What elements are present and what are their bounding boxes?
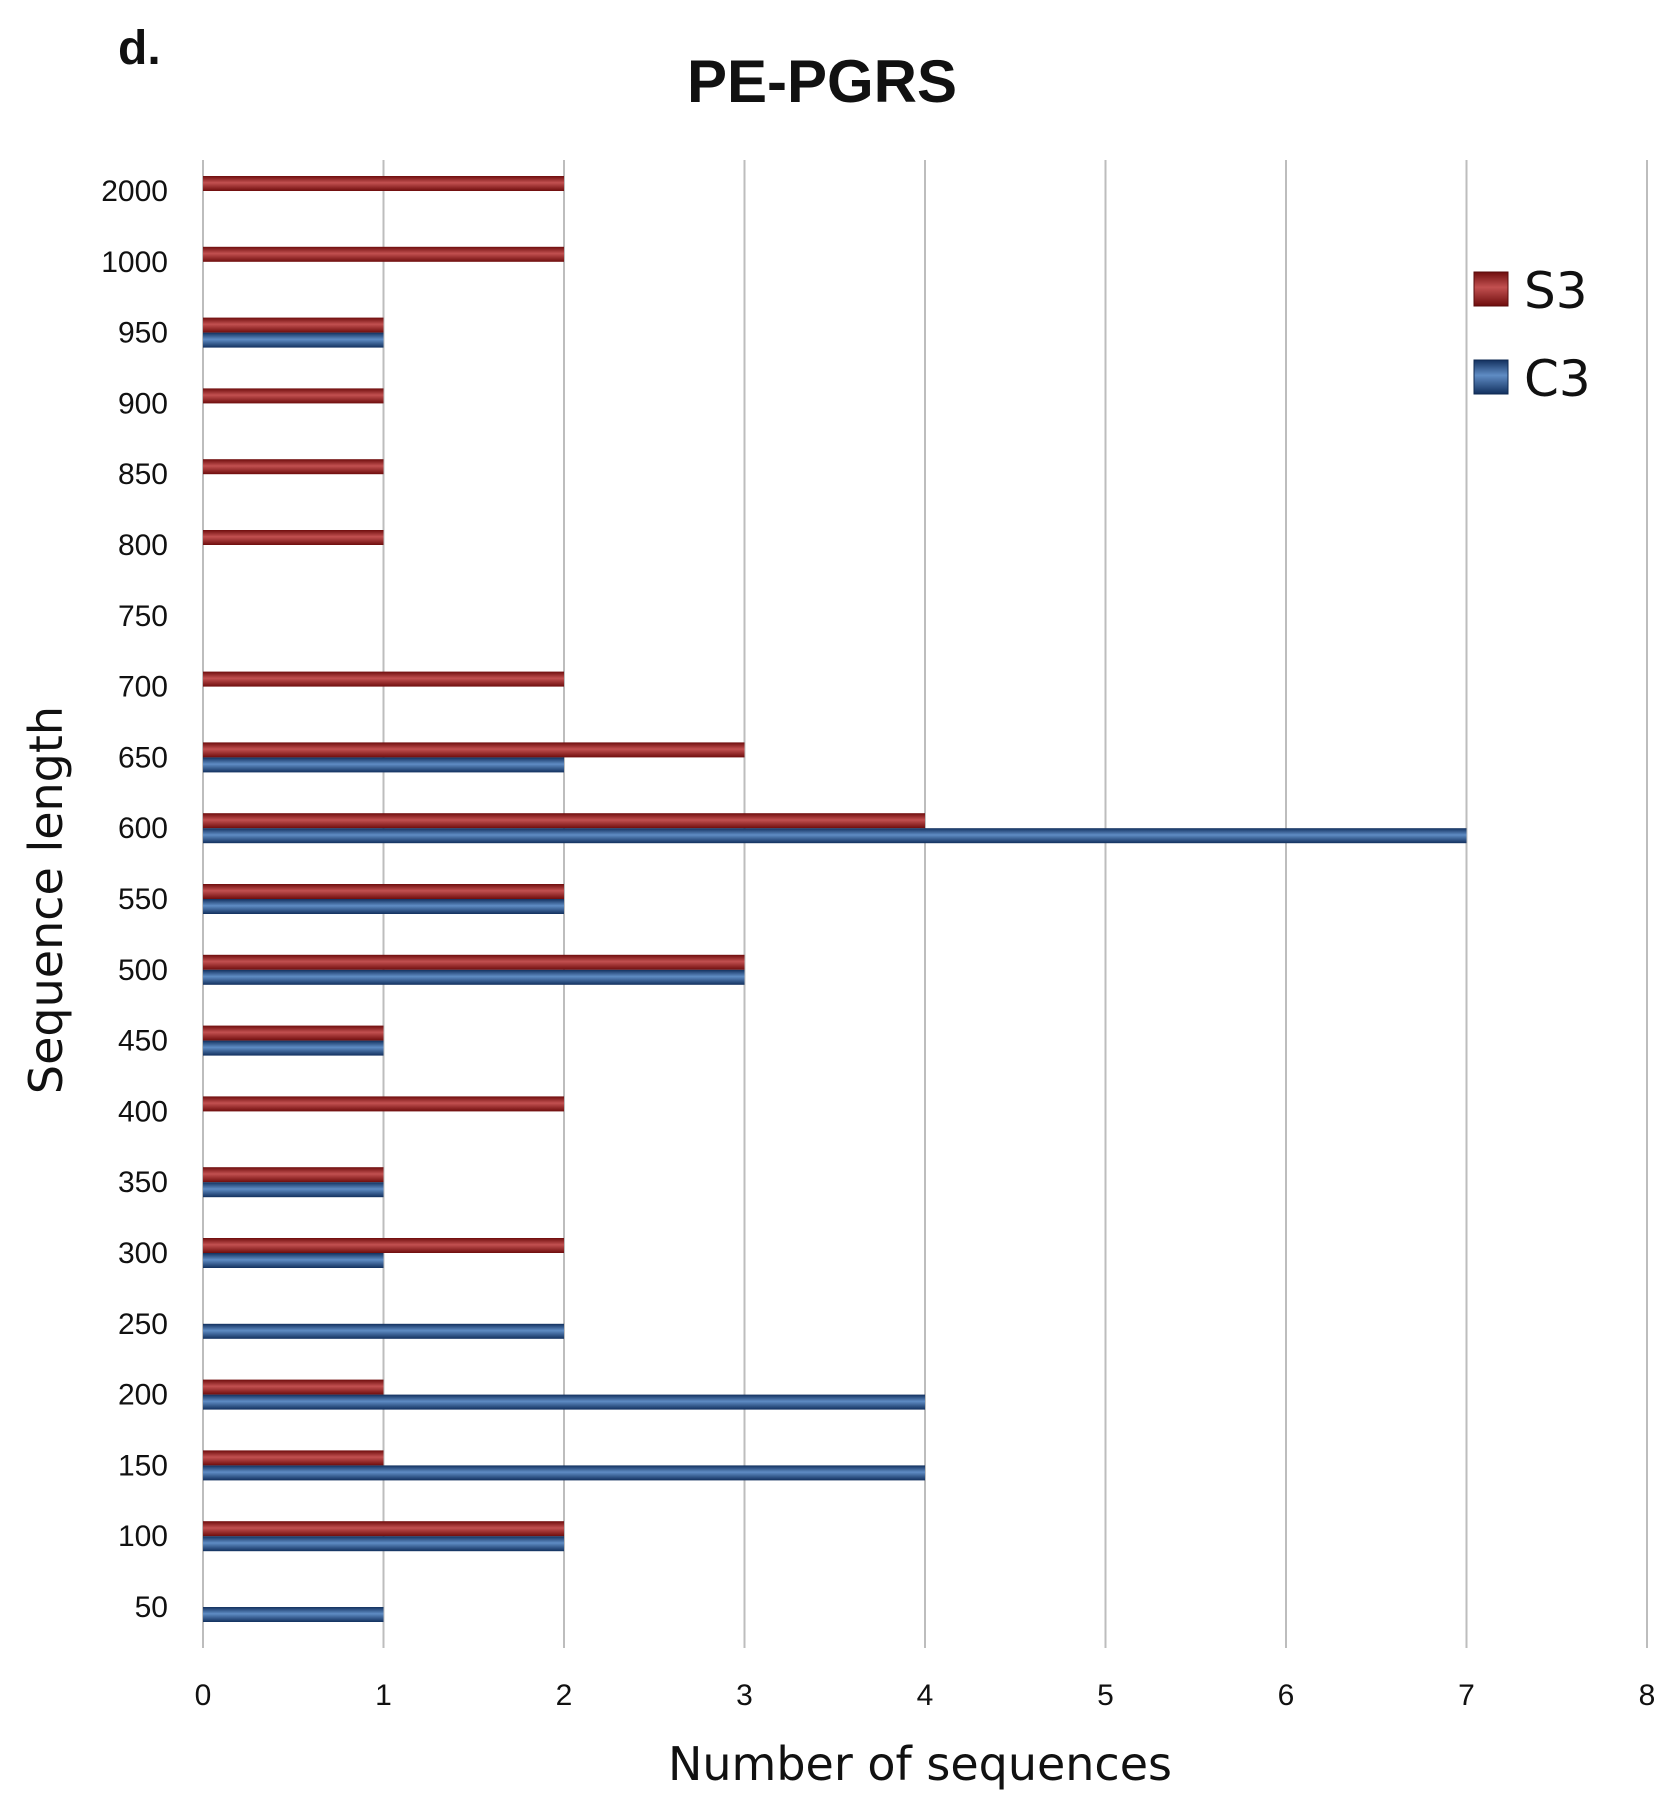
legend-label-c3: C3 bbox=[1524, 350, 1591, 408]
bar-s3-300 bbox=[203, 1238, 564, 1253]
x-tick-labels: 0 1 2 3 4 5 6 7 8 bbox=[195, 1679, 1656, 1712]
x-tick-label: 6 bbox=[1278, 1679, 1295, 1712]
x-tick-label: 7 bbox=[1458, 1679, 1475, 1712]
y-tick-label: 600 bbox=[118, 812, 168, 845]
y-tick-label: 650 bbox=[118, 741, 168, 774]
x-tick-label: 0 bbox=[195, 1679, 212, 1712]
x-tick-label: 3 bbox=[736, 1679, 753, 1712]
bar-s3-2000 bbox=[203, 176, 564, 191]
y-tick-label: 1000 bbox=[101, 246, 168, 279]
y-tick-label: 900 bbox=[118, 387, 168, 420]
bar-s3-800 bbox=[203, 530, 384, 545]
y-tick-label: 350 bbox=[118, 1166, 168, 1199]
x-tick-label: 4 bbox=[917, 1679, 934, 1712]
y-tick-label: 50 bbox=[135, 1591, 168, 1624]
bar-s3-650 bbox=[203, 742, 745, 758]
y-tick-label: 950 bbox=[118, 317, 168, 350]
bar-c3-50 bbox=[203, 1607, 384, 1622]
bar-s3-950 bbox=[203, 317, 384, 333]
y-tick-label: 800 bbox=[118, 529, 168, 562]
bar-s3-850 bbox=[203, 459, 384, 475]
y-axis-label: Sequence length bbox=[19, 706, 73, 1094]
x-tick-label: 5 bbox=[1097, 1679, 1114, 1712]
bar-c3-200 bbox=[203, 1394, 925, 1410]
bar-s3-550 bbox=[203, 884, 564, 899]
bar-s3-200 bbox=[203, 1379, 384, 1395]
y-tick-label: 250 bbox=[118, 1308, 168, 1341]
bars bbox=[203, 176, 1467, 1622]
bar-s3-700 bbox=[203, 671, 564, 687]
bar-c3-450 bbox=[203, 1040, 384, 1056]
y-tick-label: 150 bbox=[118, 1449, 168, 1482]
bar-s3-150 bbox=[203, 1450, 384, 1466]
y-tick-label: 500 bbox=[118, 954, 168, 987]
bar-c3-350 bbox=[203, 1182, 384, 1198]
bar-s3-500 bbox=[203, 954, 745, 970]
legend-label-s3: S3 bbox=[1524, 262, 1588, 320]
x-tick-label: 2 bbox=[556, 1679, 573, 1712]
bar-s3-100 bbox=[203, 1521, 564, 1537]
y-tick-label: 100 bbox=[118, 1520, 168, 1553]
bar-c3-250 bbox=[203, 1323, 564, 1339]
y-tick-label: 300 bbox=[118, 1237, 168, 1270]
y-tick-label: 2000 bbox=[101, 175, 168, 208]
y-tick-label: 550 bbox=[118, 883, 168, 916]
bar-c3-650 bbox=[203, 757, 564, 773]
bar-c3-950 bbox=[203, 332, 384, 348]
bar-s3-900 bbox=[203, 388, 384, 404]
y-tick-label: 450 bbox=[118, 1025, 168, 1058]
panel-label: d. bbox=[118, 22, 161, 75]
bar-c3-100 bbox=[203, 1536, 564, 1552]
chart-title: PE-PGRS bbox=[687, 48, 957, 115]
x-tick-label: 8 bbox=[1639, 1679, 1656, 1712]
y-tick-label: 700 bbox=[118, 671, 168, 704]
x-tick-label: 1 bbox=[375, 1679, 392, 1712]
legend-swatch-s3 bbox=[1473, 271, 1509, 307]
bar-s3-450 bbox=[203, 1025, 384, 1041]
y-tick-label: 200 bbox=[118, 1379, 168, 1412]
gridlines bbox=[202, 160, 1648, 1648]
bar-c3-500 bbox=[203, 969, 745, 985]
y-tick-labels: 50 100 150 200 250 300 350 400 450 500 550 600 650 70… bbox=[101, 175, 168, 1624]
y-tick-label: 750 bbox=[118, 600, 168, 633]
bar-s3-400 bbox=[203, 1096, 564, 1112]
bar-s3-600 bbox=[203, 813, 925, 829]
bar-s3-1000 bbox=[203, 246, 564, 262]
bar-s3-350 bbox=[203, 1167, 384, 1183]
x-axis-label: Number of sequences bbox=[668, 1737, 1172, 1791]
y-tick-label: 400 bbox=[118, 1095, 168, 1128]
legend: S3 C3 bbox=[1473, 262, 1591, 408]
bar-c3-300 bbox=[203, 1253, 384, 1268]
legend-swatch-c3 bbox=[1473, 359, 1509, 395]
bar-c3-150 bbox=[203, 1465, 925, 1481]
bar-c3-600 bbox=[203, 828, 1467, 844]
bar-c3-550 bbox=[203, 899, 564, 914]
y-tick-label: 850 bbox=[118, 458, 168, 491]
